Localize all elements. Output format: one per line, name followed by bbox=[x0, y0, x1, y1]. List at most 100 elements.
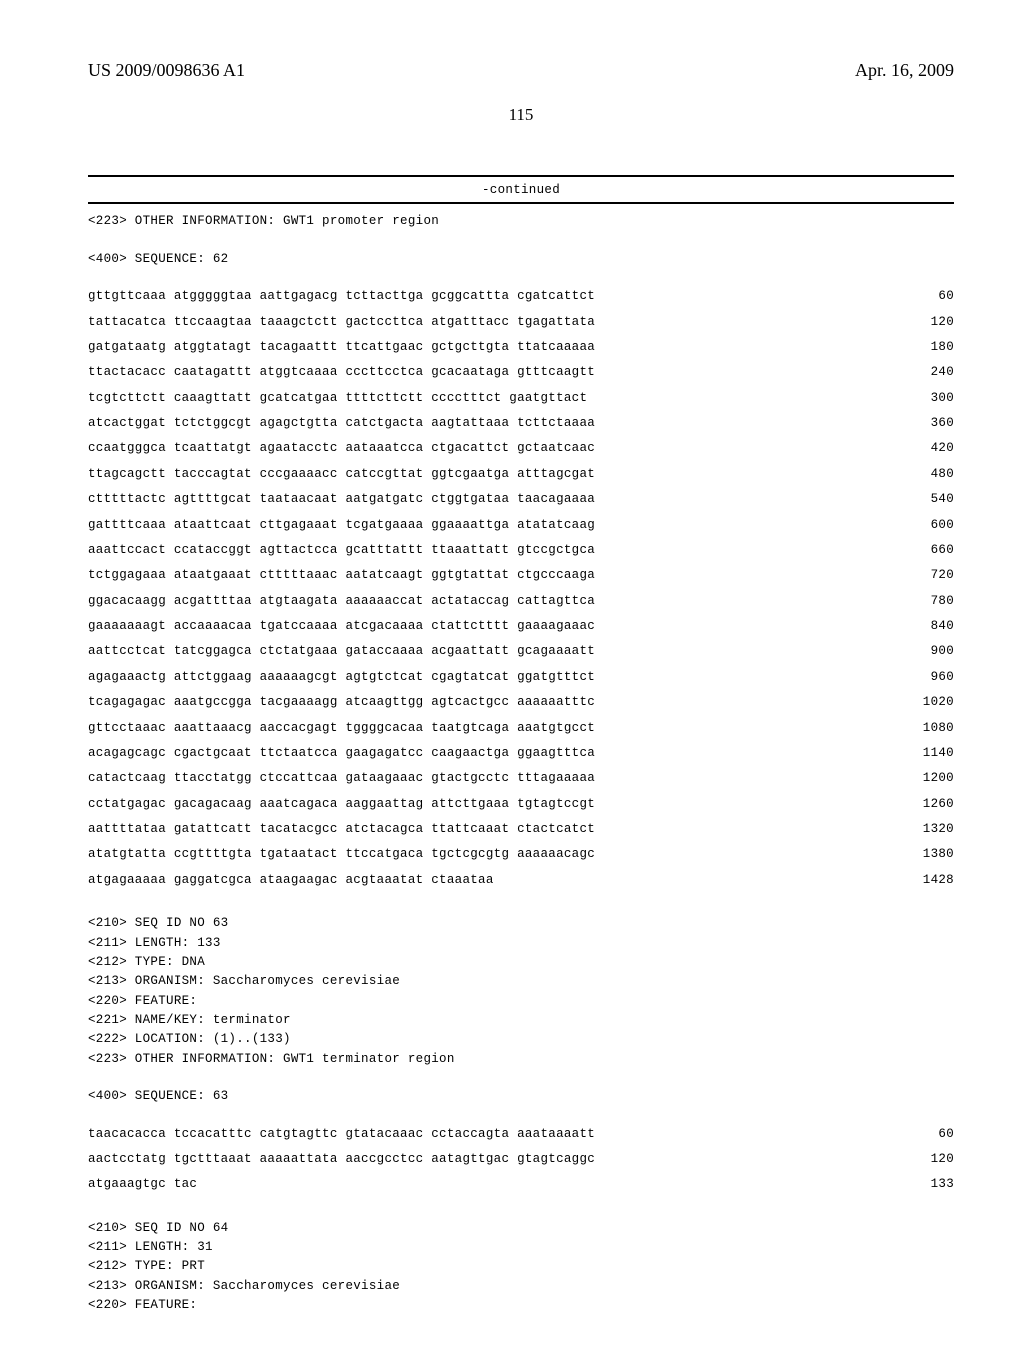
sequence-text: atgaaagtgc tac bbox=[88, 1175, 197, 1194]
sequence-position: 660 bbox=[910, 541, 954, 560]
sequence-label: <400> SEQUENCE: 63 bbox=[88, 1087, 954, 1106]
sequence-text: acagagcagc cgactgcaat ttctaatcca gaagaga… bbox=[88, 744, 595, 763]
sequence-position: 540 bbox=[910, 490, 954, 509]
meta-line: <221> NAME/KEY: terminator bbox=[88, 1011, 954, 1030]
sequence-line: ttagcagctt tacccagtat cccgaaaacc catccgt… bbox=[88, 465, 954, 484]
sequence-text: tattacatca ttccaagtaa taaagctctt gactcct… bbox=[88, 313, 595, 332]
sequence-position: 1200 bbox=[903, 769, 954, 788]
meta-line: <211> LENGTH: 133 bbox=[88, 934, 954, 953]
sequence-block-62: gttgttcaaa atgggggtaa aattgagacg tcttact… bbox=[88, 287, 954, 896]
sequence-position: 1080 bbox=[903, 719, 954, 738]
sequence-text: aaattccact ccataccggt agttactcca gcattta… bbox=[88, 541, 595, 560]
sequence-line: atcactggat tctctggcgt agagctgtta catctga… bbox=[88, 414, 954, 433]
meta-line: <220> FEATURE: bbox=[88, 1296, 954, 1315]
sequence-position: 120 bbox=[910, 313, 954, 332]
meta-line: <213> ORGANISM: Saccharomyces cerevisiae bbox=[88, 972, 954, 991]
sequence-position: 1320 bbox=[903, 820, 954, 839]
sequence-line: aattttataa gatattcatt tacatacgcc atctaca… bbox=[88, 820, 954, 839]
meta-line: <210> SEQ ID NO 64 bbox=[88, 1219, 954, 1238]
sequence-line: gaaaaaaagt accaaaacaa tgatccaaaa atcgaca… bbox=[88, 617, 954, 636]
sequence-line: gttgttcaaa atgggggtaa aattgagacg tcttact… bbox=[88, 287, 954, 306]
sequence-position: 720 bbox=[910, 566, 954, 585]
sequence-position: 60 bbox=[910, 1125, 954, 1144]
sequence-position: 360 bbox=[910, 414, 954, 433]
sequence-text: ttagcagctt tacccagtat cccgaaaacc catccgt… bbox=[88, 465, 595, 484]
sequence-line: tcgtcttctt caaagttatt gcatcatgaa ttttctt… bbox=[88, 389, 954, 408]
sequence-text: gttcctaaac aaattaaacg aaccacgagt tggggca… bbox=[88, 719, 595, 738]
sequence-position: 420 bbox=[910, 439, 954, 458]
sequence-position: 1260 bbox=[903, 795, 954, 814]
sequence-text: catactcaag ttacctatgg ctccattcaa gataaga… bbox=[88, 769, 595, 788]
sequence-text: gaaaaaaagt accaaaacaa tgatccaaaa atcgaca… bbox=[88, 617, 595, 636]
sequence-position: 780 bbox=[910, 592, 954, 611]
meta-block-63: <210> SEQ ID NO 63<211> LENGTH: 133<212>… bbox=[88, 914, 954, 1069]
sequence-text: aactcctatg tgctttaaat aaaaattata aaccgcc… bbox=[88, 1150, 595, 1169]
meta-line: <213> ORGANISM: Saccharomyces cerevisiae bbox=[88, 1277, 954, 1296]
sequence-position: 600 bbox=[910, 516, 954, 535]
meta-line: <222> LOCATION: (1)..(133) bbox=[88, 1030, 954, 1049]
sequence-line: tcagagagac aaatgccgga tacgaaaagg atcaagt… bbox=[88, 693, 954, 712]
sequence-line: atgaaagtgc tac 133 bbox=[88, 1175, 954, 1194]
sequence-text: tcagagagac aaatgccgga tacgaaaagg atcaagt… bbox=[88, 693, 595, 712]
sequence-line: aaattccact ccataccggt agttactcca gcattta… bbox=[88, 541, 954, 560]
header-row: US 2009/0098636 A1 Apr. 16, 2009 bbox=[88, 60, 954, 81]
meta-line: <220> FEATURE: bbox=[88, 992, 954, 1011]
sequence-text: gttgttcaaa atgggggtaa aattgagacg tcttact… bbox=[88, 287, 595, 306]
sequence-position: 180 bbox=[910, 338, 954, 357]
sequence-text: gattttcaaa ataattcaat cttgagaaat tcgatga… bbox=[88, 516, 595, 535]
sequence-line: acagagcagc cgactgcaat ttctaatcca gaagaga… bbox=[88, 744, 954, 763]
sequence-line: gattttcaaa ataattcaat cttgagaaat tcgatga… bbox=[88, 516, 954, 535]
sequence-position: 840 bbox=[910, 617, 954, 636]
sequence-text: atgagaaaaa gaggatcgca ataagaagac acgtaaa… bbox=[88, 871, 494, 890]
sequence-text: aattttataa gatattcatt tacatacgcc atctaca… bbox=[88, 820, 595, 839]
meta-line: <212> TYPE: DNA bbox=[88, 953, 954, 972]
sequence-position: 960 bbox=[910, 668, 954, 687]
sequence-text: ccaatgggca tcaattatgt agaatacctc aataaat… bbox=[88, 439, 595, 458]
sequence-line: taacacacca tccacatttc catgtagttc gtataca… bbox=[88, 1125, 954, 1144]
sequence-text: atcactggat tctctggcgt agagctgtta catctga… bbox=[88, 414, 595, 433]
sequence-block-63: taacacacca tccacatttc catgtagttc gtataca… bbox=[88, 1125, 954, 1201]
rule-top bbox=[88, 175, 954, 177]
sequence-line: tattacatca ttccaagtaa taaagctctt gactcct… bbox=[88, 313, 954, 332]
sequence-position: 240 bbox=[910, 363, 954, 382]
sequence-label: <400> SEQUENCE: 62 bbox=[88, 250, 954, 269]
sequence-text: tcgtcttctt caaagttatt gcatcatgaa ttttctt… bbox=[88, 389, 587, 408]
sequence-position: 1428 bbox=[903, 871, 954, 890]
page-number: 115 bbox=[88, 105, 954, 125]
sequence-line: aattcctcat tatcggagca ctctatgaaa gatacca… bbox=[88, 642, 954, 661]
publication-date: Apr. 16, 2009 bbox=[855, 60, 954, 81]
sequence-position: 480 bbox=[910, 465, 954, 484]
rule-bottom bbox=[88, 202, 954, 204]
sequence-line: gttcctaaac aaattaaacg aaccacgagt tggggca… bbox=[88, 719, 954, 738]
sequence-text: taacacacca tccacatttc catgtagttc gtataca… bbox=[88, 1125, 595, 1144]
meta-line: <212> TYPE: PRT bbox=[88, 1257, 954, 1276]
sequence-text: ggacacaagg acgattttaa atgtaagata aaaaaac… bbox=[88, 592, 595, 611]
sequence-position: 133 bbox=[910, 1175, 954, 1194]
sequence-line: ctttttactc agttttgcat taataacaat aatgatg… bbox=[88, 490, 954, 509]
sequence-line: agagaaactg attctggaag aaaaaagcgt agtgtct… bbox=[88, 668, 954, 687]
sequence-line: aactcctatg tgctttaaat aaaaattata aaccgcc… bbox=[88, 1150, 954, 1169]
sequence-text: tctggagaaa ataatgaaat ctttttaaac aatatca… bbox=[88, 566, 595, 585]
sequence-position: 1020 bbox=[903, 693, 954, 712]
sequence-position: 1380 bbox=[903, 845, 954, 864]
continued-label: -continued bbox=[88, 179, 954, 202]
sequence-text: agagaaactg attctggaag aaaaaagcgt agtgtct… bbox=[88, 668, 595, 687]
sequence-position: 1140 bbox=[903, 744, 954, 763]
sequence-line: atgagaaaaa gaggatcgca ataagaagac acgtaaa… bbox=[88, 871, 954, 890]
meta-line: <210> SEQ ID NO 63 bbox=[88, 914, 954, 933]
sequence-text: ttactacacc caatagattt atggtcaaaa cccttcc… bbox=[88, 363, 595, 382]
sequence-text: gatgataatg atggtatagt tacagaattt ttcattg… bbox=[88, 338, 595, 357]
sequence-position: 60 bbox=[910, 287, 954, 306]
sequence-line: ccaatgggca tcaattatgt agaatacctc aataaat… bbox=[88, 439, 954, 458]
meta-block-64: <210> SEQ ID NO 64<211> LENGTH: 31<212> … bbox=[88, 1219, 954, 1316]
sequence-text: atatgtatta ccgttttgta tgataatact ttccatg… bbox=[88, 845, 595, 864]
sequence-text: ctttttactc agttttgcat taataacaat aatgatg… bbox=[88, 490, 595, 509]
sequence-text: cctatgagac gacagacaag aaatcagaca aaggaat… bbox=[88, 795, 595, 814]
sequence-line: cctatgagac gacagacaag aaatcagaca aaggaat… bbox=[88, 795, 954, 814]
sequence-position: 900 bbox=[910, 642, 954, 661]
sequence-line: tctggagaaa ataatgaaat ctttttaaac aatatca… bbox=[88, 566, 954, 585]
sequence-text: aattcctcat tatcggagca ctctatgaaa gatacca… bbox=[88, 642, 595, 661]
meta-line: <223> OTHER INFORMATION: GWT1 terminator… bbox=[88, 1050, 954, 1069]
meta-line: <211> LENGTH: 31 bbox=[88, 1238, 954, 1257]
sequence-line: ggacacaagg acgattttaa atgtaagata aaaaaac… bbox=[88, 592, 954, 611]
